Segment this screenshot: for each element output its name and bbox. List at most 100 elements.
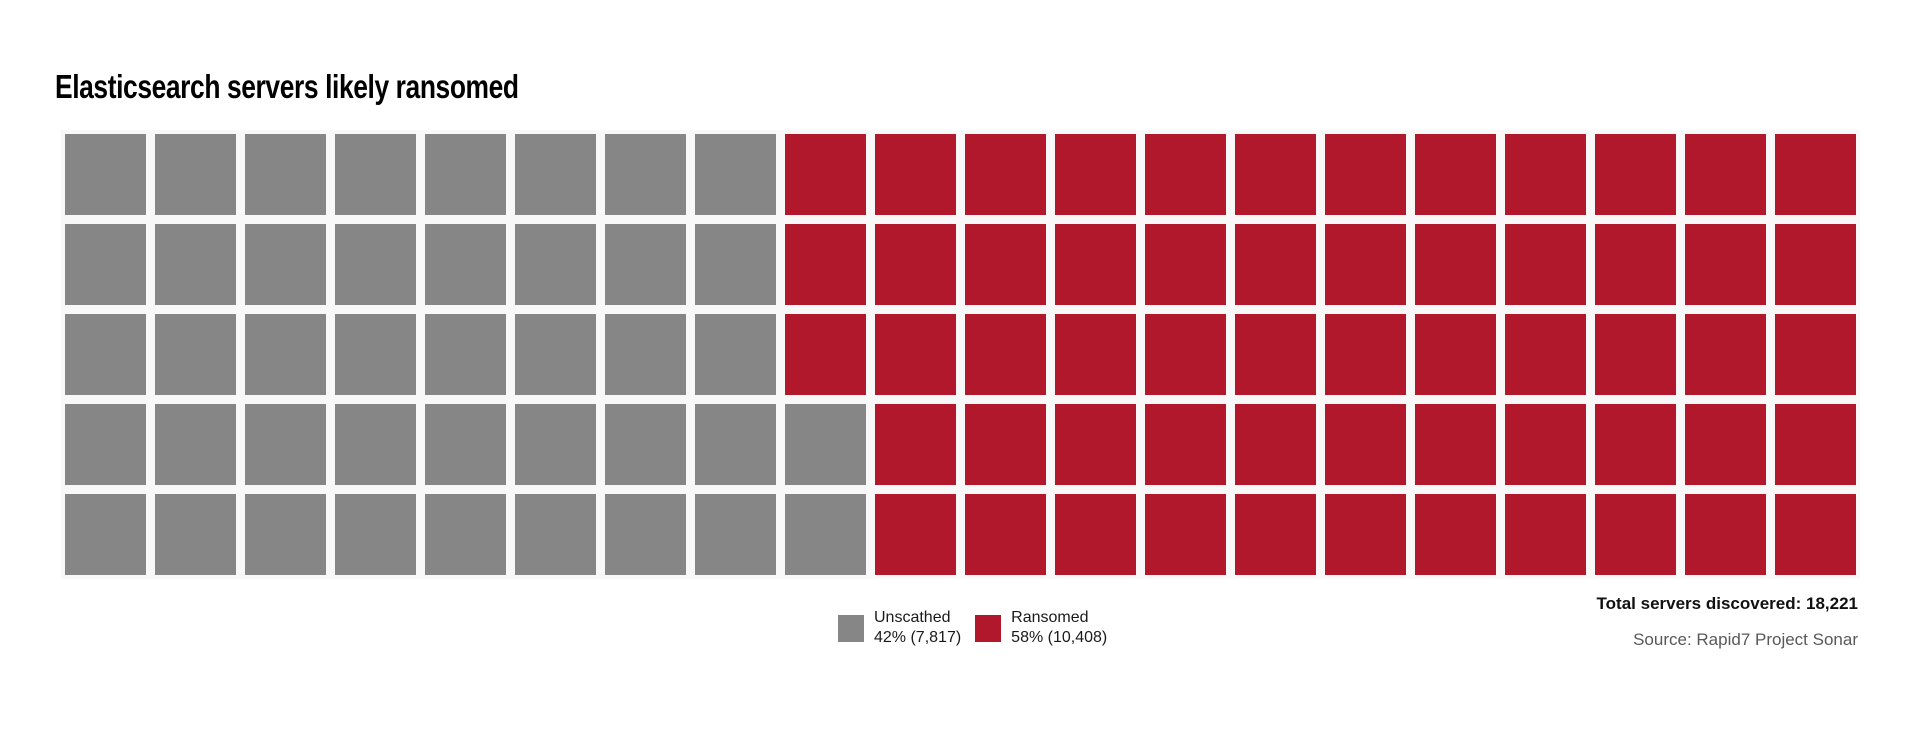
waffle-cell-ransomed <box>785 134 866 215</box>
waffle-cell-ransomed <box>1415 494 1496 575</box>
waffle-cell-ransomed <box>1775 494 1856 575</box>
waffle-cell-ransomed <box>1055 404 1136 485</box>
waffle-cell-ransomed <box>1235 314 1316 395</box>
waffle-cell-ransomed <box>965 314 1046 395</box>
waffle-cell-ransomed <box>1505 224 1586 305</box>
waffle-cell-ransomed <box>1145 134 1226 215</box>
waffle-cell-unscathed <box>785 404 866 485</box>
waffle-cell-unscathed <box>65 494 146 575</box>
waffle-cell-ransomed <box>785 224 866 305</box>
waffle-cell-unscathed <box>65 134 146 215</box>
legend-label-unscathed: Unscathed <box>874 609 951 626</box>
waffle-cell-unscathed <box>605 224 686 305</box>
waffle-cell-ransomed <box>1325 134 1406 215</box>
waffle-cell-unscathed <box>605 404 686 485</box>
waffle-cell-unscathed <box>515 134 596 215</box>
waffle-cell-ransomed <box>1595 314 1676 395</box>
waffle-cell-ransomed <box>1235 134 1316 215</box>
waffle-cell-unscathed <box>425 314 506 395</box>
waffle-cell-ransomed <box>1505 314 1586 395</box>
waffle-cell-ransomed <box>1055 224 1136 305</box>
waffle-cell-ransomed <box>1415 404 1496 485</box>
waffle-cell-ransomed <box>875 134 956 215</box>
waffle-cell-ransomed <box>1145 224 1226 305</box>
waffle-cell-ransomed <box>1775 404 1856 485</box>
waffle-cell-ransomed <box>1235 404 1316 485</box>
waffle-grid <box>65 134 1856 575</box>
legend-item-ransomed: Ransomed 58% (10,408) <box>975 608 1107 648</box>
waffle-cell-ransomed <box>1505 494 1586 575</box>
waffle-cell-unscathed <box>335 494 416 575</box>
waffle-cell-ransomed <box>1685 494 1766 575</box>
waffle-cell-ransomed <box>1505 134 1586 215</box>
legend-swatch-unscathed <box>838 614 864 642</box>
waffle-cell-unscathed <box>245 404 326 485</box>
waffle-cell-ransomed <box>1685 404 1766 485</box>
waffle-cell-ransomed <box>1325 224 1406 305</box>
waffle-cell-unscathed <box>155 134 236 215</box>
waffle-cell-unscathed <box>155 404 236 485</box>
waffle-cell-unscathed <box>605 134 686 215</box>
waffle-cell-ransomed <box>1775 314 1856 395</box>
legend-value-ransomed: 58% (10,408) <box>1011 629 1108 646</box>
waffle-cell-ransomed <box>1595 404 1676 485</box>
waffle-cell-ransomed <box>1685 134 1766 215</box>
waffle-cell-ransomed <box>1415 224 1496 305</box>
waffle-cell-unscathed <box>515 314 596 395</box>
waffle-cell-unscathed <box>425 494 506 575</box>
waffle-cell-unscathed <box>785 494 866 575</box>
waffle-cell-ransomed <box>875 224 956 305</box>
waffle-cell-unscathed <box>695 224 776 305</box>
waffle-cell-ransomed <box>1685 224 1766 305</box>
legend: Unscathed 42% (7,817) Ransomed 58% (10,4… <box>838 608 1107 648</box>
waffle-cell-ransomed <box>1415 134 1496 215</box>
waffle-cell-unscathed <box>695 134 776 215</box>
waffle-cell-ransomed <box>1325 404 1406 485</box>
legend-item-unscathed: Unscathed 42% (7,817) <box>838 608 961 648</box>
waffle-cell-unscathed <box>335 224 416 305</box>
waffle-cell-ransomed <box>875 404 956 485</box>
waffle-cell-ransomed <box>875 314 956 395</box>
legend-value-unscathed: 42% (7,817) <box>874 629 962 646</box>
waffle-plot-area <box>61 130 1860 579</box>
waffle-cell-unscathed <box>425 134 506 215</box>
source-note: Source: Rapid7 Project Sonar <box>1633 630 1858 649</box>
waffle-cell-unscathed <box>515 404 596 485</box>
waffle-cell-ransomed <box>1055 494 1136 575</box>
chart-notes: Total servers discovered: 18,221 Source:… <box>1597 594 1858 650</box>
waffle-cell-ransomed <box>1595 494 1676 575</box>
waffle-cell-ransomed <box>1775 224 1856 305</box>
waffle-cell-ransomed <box>875 494 956 575</box>
waffle-cell-unscathed <box>425 404 506 485</box>
waffle-cell-ransomed <box>785 314 866 395</box>
waffle-cell-unscathed <box>155 224 236 305</box>
waffle-cell-unscathed <box>155 494 236 575</box>
waffle-cell-unscathed <box>335 404 416 485</box>
waffle-cell-ransomed <box>1235 494 1316 575</box>
waffle-cell-ransomed <box>1145 314 1226 395</box>
legend-swatch-ransomed <box>975 614 1002 642</box>
waffle-cell-unscathed <box>65 314 146 395</box>
waffle-cell-unscathed <box>425 224 506 305</box>
waffle-cell-unscathed <box>695 314 776 395</box>
waffle-cell-ransomed <box>1595 224 1676 305</box>
waffle-cell-unscathed <box>335 134 416 215</box>
waffle-cell-ransomed <box>1145 404 1226 485</box>
waffle-cell-unscathed <box>65 224 146 305</box>
waffle-cell-ransomed <box>965 494 1046 575</box>
waffle-cell-unscathed <box>65 404 146 485</box>
waffle-cell-ransomed <box>965 404 1046 485</box>
legend-label-ransomed: Ransomed <box>1011 609 1089 626</box>
waffle-cell-unscathed <box>515 224 596 305</box>
waffle-cell-ransomed <box>1235 224 1316 305</box>
waffle-cell-ransomed <box>965 134 1046 215</box>
waffle-cell-unscathed <box>515 494 596 575</box>
waffle-cell-ransomed <box>1055 134 1136 215</box>
waffle-cell-unscathed <box>245 314 326 395</box>
waffle-cell-ransomed <box>1325 314 1406 395</box>
waffle-cell-ransomed <box>1145 494 1226 575</box>
chart-title: Elasticsearch servers likely ransomed <box>55 68 519 105</box>
waffle-cell-unscathed <box>695 404 776 485</box>
total-servers-note: Total servers discovered: 18,221 <box>1596 594 1858 613</box>
waffle-cell-ransomed <box>1415 314 1496 395</box>
